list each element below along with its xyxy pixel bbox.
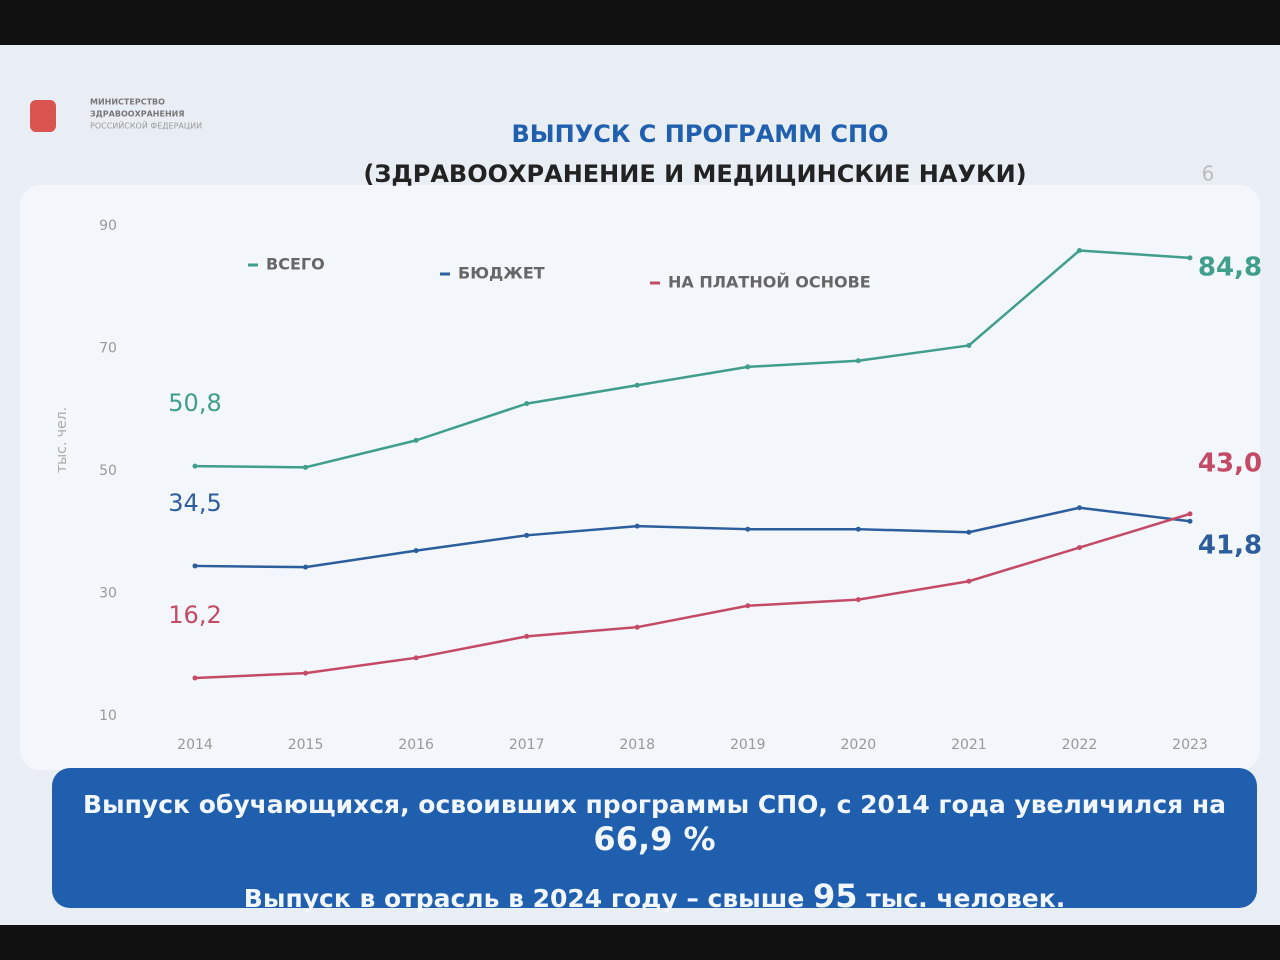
point — [303, 464, 309, 470]
text: Выпуск обучающихся, освоивших программы … — [82, 790, 1015, 819]
data-label: 84,8 — [1198, 252, 1262, 282]
data-label: 34,5 — [168, 489, 221, 517]
logo — [30, 100, 56, 132]
point — [855, 526, 861, 532]
series-line — [194, 506, 1191, 569]
x-tick-label: 2021 — [951, 737, 987, 753]
footer-banner: Выпуск обучающихся, освоивших программы … — [52, 768, 1257, 913]
ministry-line: МИНИСТЕРСТВО — [90, 98, 165, 107]
point — [634, 382, 640, 388]
point — [855, 597, 861, 603]
point — [634, 624, 640, 630]
point — [192, 675, 198, 681]
point — [966, 342, 972, 348]
point — [966, 529, 972, 535]
legend-label: ВСЕГО — [266, 255, 325, 274]
point — [855, 358, 861, 364]
footer-line: Выпуск обучающихся, освоивших программы … — [52, 788, 1257, 859]
text: свыше — [707, 884, 814, 913]
legend-label: НА ПЛАТНОЙ ОСНОВЕ — [668, 273, 871, 292]
data-label: 16,2 — [168, 601, 221, 629]
page-number: 6 — [1202, 162, 1215, 186]
ministry-line: РОССИЙСКОЙ ФЕДЕРАЦИИ — [90, 120, 202, 131]
point — [634, 523, 640, 529]
x-tick-label: 2019 — [730, 737, 766, 753]
point — [524, 401, 530, 407]
point — [303, 670, 309, 676]
point — [1187, 511, 1193, 517]
point — [966, 578, 972, 584]
text: увеличился на — [1014, 790, 1227, 819]
data-label: 41,8 — [1198, 531, 1262, 561]
legend-label: БЮДЖЕТ — [458, 264, 545, 283]
y-tick-label: 30 — [99, 586, 117, 602]
point — [745, 364, 751, 370]
point — [524, 532, 530, 538]
x-tick-label: 2014 — [177, 737, 213, 753]
x-tick-label: 2018 — [619, 737, 655, 753]
point — [1187, 518, 1193, 524]
point — [192, 563, 198, 569]
y-tick-label: 70 — [99, 341, 117, 357]
text: Выпуск в отрасль в 2024 году – — [243, 884, 708, 913]
point — [1187, 255, 1193, 261]
point — [192, 463, 198, 469]
x-tick-label: 2016 — [398, 737, 434, 753]
chart-panel — [20, 185, 1260, 770]
x-tick-label: 2017 — [509, 737, 545, 753]
x-tick-label: 2020 — [841, 737, 877, 753]
point — [303, 564, 309, 570]
chart-subtitle: (ЗДРАВООХРАНЕНИЕ И МЕДИЦИНСКИЕ НАУКИ) — [363, 160, 1026, 188]
chart-title: ВЫПУСК С ПРОГРАММ СПО — [511, 120, 888, 148]
point — [745, 526, 751, 532]
data-label: 50,8 — [168, 389, 221, 417]
x-tick-label: 2022 — [1062, 737, 1098, 753]
point — [524, 633, 530, 639]
series-line — [194, 512, 1191, 680]
text: 66,9 % — [593, 820, 716, 858]
point — [1076, 505, 1082, 511]
y-axis-label: тыс. чел. — [54, 407, 70, 473]
y-tick-label: 50 — [99, 463, 117, 479]
data-label: 43,0 — [1198, 448, 1262, 478]
series-line — [194, 249, 1191, 469]
point — [413, 548, 419, 554]
point — [1076, 248, 1082, 253]
text: тыс. человек. — [857, 884, 1066, 913]
x-tick-label: 2023 — [1172, 737, 1208, 753]
y-tick-label: 90 — [99, 218, 117, 234]
point — [745, 603, 751, 609]
point — [1076, 545, 1082, 551]
y-tick-label: 10 — [99, 708, 117, 724]
point — [413, 437, 419, 443]
x-tick-label: 2015 — [288, 737, 324, 753]
ministry-line: ЗДРАВООХРАНЕНИЯ — [90, 110, 185, 119]
point — [413, 655, 419, 661]
footer-line: Выпуск в отрасль в 2024 году – свыше 95 … — [52, 879, 1257, 916]
text: 95 — [813, 877, 858, 915]
